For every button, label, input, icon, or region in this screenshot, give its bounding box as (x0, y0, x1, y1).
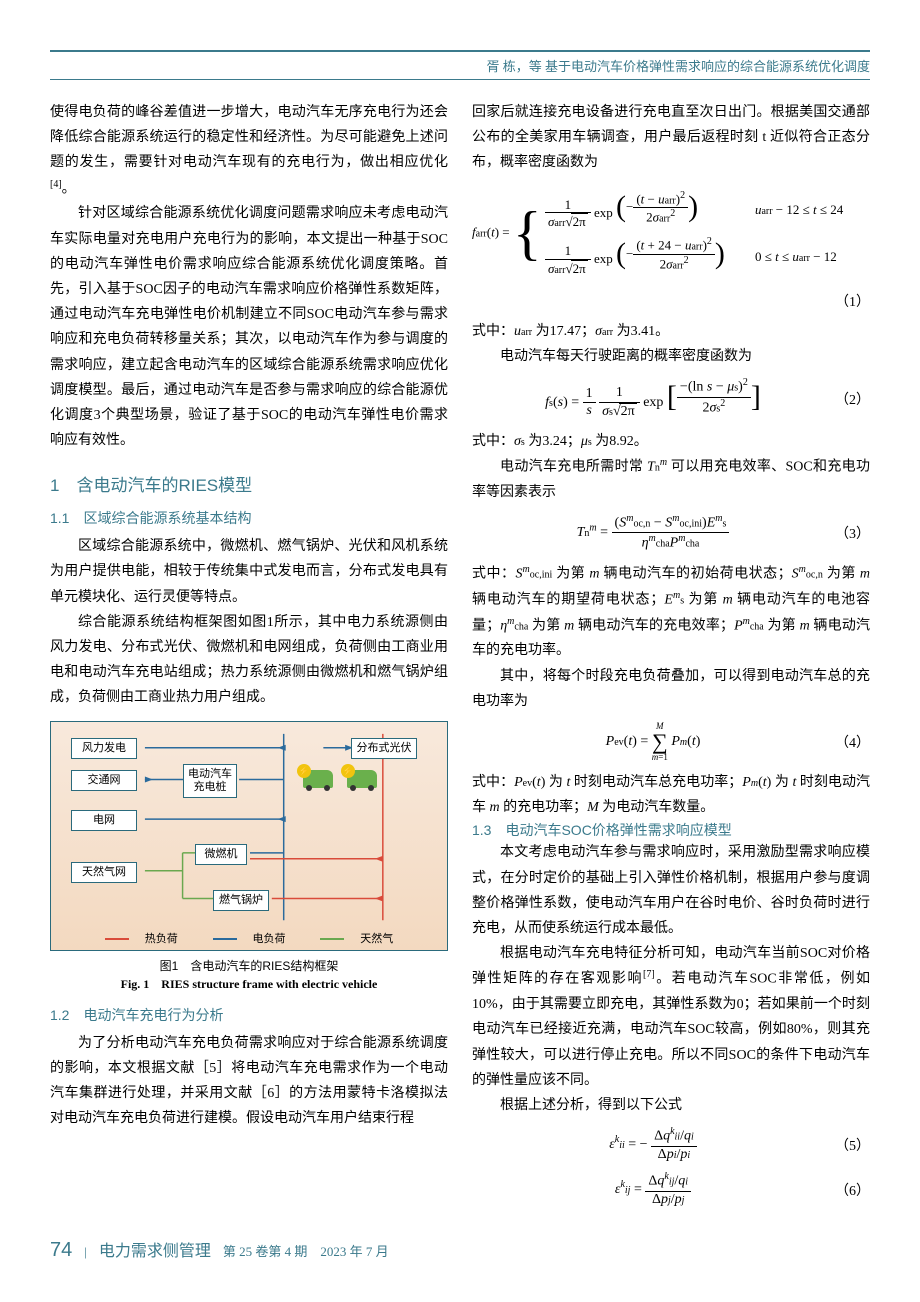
text: 。 (62, 181, 76, 196)
equation-6: εkij = Δqkij/qi Δpj/pj （6） (472, 1171, 870, 1208)
page-header-banner: 胥 栋，等 基于电动汽车价格弹性需求响应的综合能源系统优化调度 (50, 50, 870, 80)
plug-icon: ⚡ (341, 764, 355, 778)
para-r6: 根据电动汽车充电特征分析可知，电动汽车当前SOC对价格弹性矩阵的存在客观影响[7… (472, 941, 870, 1093)
issue-info: 第 25 卷第 4 期 2023 年 7 月 (223, 1241, 389, 1260)
equation-4: Pev(t) = M∑m=1 Pm(t) （4） (472, 722, 870, 762)
eq2-note: 式中：σs 为3.24；μs 为8.92。 (472, 429, 870, 454)
legend-elec: 电负荷 (205, 933, 294, 945)
fig1-caption-cn: 图1 含电动汽车的RIES结构框架 (50, 957, 448, 975)
section-1-1-heading: 1.1 区域综合能源系统基本结构 (50, 508, 448, 528)
para-intro-2: 针对区域综合能源系统优化调度问题需求响应未考虑电动汽车实际电量对充电用户充电行为… (50, 201, 448, 453)
page-footer: 74 | 电力需求侧管理 第 25 卷第 4 期 2023 年 7 月 (50, 1237, 870, 1262)
citation-7: [7] (643, 969, 655, 980)
figure-1: 风力发电 交通网 电网 天然气网 电动汽车 充电桩 微燃机 燃气锅炉 分布式光伏… (50, 721, 448, 993)
node-wind: 风力发电 (71, 738, 137, 759)
footer-sep: | (84, 1244, 87, 1260)
para-1-1-b: 综合能源系统结构框架图如图1所示，其中电力系统源侧由风力发电、分布式光伏、微燃机… (50, 610, 448, 711)
section-1-heading: 1 含电动汽车的RIES模型 (50, 471, 448, 496)
para-intro-1: 使得电负荷的峰谷差值进一步增大，电动汽车无序充电行为还会降低综合能源系统运行的稳… (50, 100, 448, 201)
left-column: 使得电负荷的峰谷差值进一步增大，电动汽车无序充电行为还会降低综合能源系统运行的稳… (50, 100, 448, 1217)
para-r7: 根据上述分析，得到以下公式 (472, 1093, 870, 1118)
node-boiler: 燃气锅炉 (213, 890, 269, 911)
para-1-1-a: 区域综合能源系统中，微燃机、燃气锅炉、光伏和风机系统为用户提供电能，相较于传统集… (50, 534, 448, 610)
equation-2: fs(s) = 1s 1σs2π exp [ −(ln s − μs)22σs2… (472, 377, 870, 421)
node-gas: 天然气网 (71, 862, 137, 883)
para-r5: 本文考虑电动汽车参与需求响应时，采用激励型需求响应模式，在分时定价的基础上引入弹… (472, 840, 870, 941)
text: 使得电负荷的峰谷差值进一步增大，电动汽车无序充电行为还会降低综合能源系统运行的稳… (50, 105, 448, 170)
journal-name: 电力需求侧管理 (99, 1237, 211, 1261)
equation-1-number: （1） (472, 291, 870, 311)
page-number: 74 (50, 1239, 72, 1262)
right-column: 回家后就连接充电设备进行充电直至次日出门。根据美国交通部公布的全美家用车辆调查，… (472, 100, 870, 1217)
node-traffic: 交通网 (71, 770, 137, 791)
eq4-note: 式中：Pev(t) 为 t 时刻电动汽车总充电功率；Pm(t) 为 t 时刻电动… (472, 770, 870, 820)
plug-icon: ⚡ (297, 764, 311, 778)
diagram-legend: 热负荷 电负荷 天然气 (51, 930, 447, 946)
equation-5: εkii = − Δqkii/qi Δpi/pi （5） (472, 1126, 870, 1163)
para-r4: 其中，将每个时段充电负荷叠加，可以得到电动汽车总的充电功率为 (472, 664, 870, 714)
legend-heat: 热负荷 (97, 933, 186, 945)
node-mt: 微燃机 (195, 844, 247, 865)
node-ev: 电动汽车 充电桩 (183, 764, 237, 798)
para-r1: 回家后就连接充电设备进行充电直至次日出门。根据美国交通部公布的全美家用车辆调查，… (472, 100, 870, 176)
section-1-2-heading: 1.2 电动汽车充电行为分析 (50, 1005, 448, 1025)
para-r2: 电动汽车每天行驶距离的概率密度函数为 (472, 344, 870, 369)
legend-gas: 天然气 (312, 933, 401, 945)
ries-diagram: 风力发电 交通网 电网 天然气网 电动汽车 充电桩 微燃机 燃气锅炉 分布式光伏… (50, 721, 448, 951)
para-1-2: 为了分析电动汽车充电负荷需求响应对于综合能源系统调度的影响，本文根据文献［5］将… (50, 1031, 448, 1132)
equation-3: Tnm = (Smoc,n − Smoc,ini)Ems ηmchaPmcha … (472, 513, 870, 553)
eq1-note: 式中：uarr 为17.47；σarr 为3.41。 (472, 319, 870, 344)
node-grid: 电网 (71, 810, 137, 831)
equation-1: farr(t) = { 1σarr2π exp (−(t − uarr)22σa… (472, 184, 870, 283)
para-r3: 电动汽车充电所需时常 Tnm 可以用充电效率、SOC和充电功率等因素表示 (472, 454, 870, 505)
figure-1-caption: 图1 含电动汽车的RIES结构框架 Fig. 1 RIES structure … (50, 957, 448, 993)
section-1-3-heading: 1.3 电动汽车SOC价格弹性需求响应模型 (472, 820, 870, 840)
eq3-note: 式中：Smoc,ini 为第 m 辆电动汽车的初始荷电状态；Smoc,n 为第 … (472, 561, 870, 664)
node-pv: 分布式光伏 (351, 738, 417, 759)
citation-4: [4] (50, 179, 62, 190)
fig1-caption-en: Fig. 1 RIES structure frame with electri… (50, 975, 448, 993)
two-column-layout: 使得电负荷的峰谷差值进一步增大，电动汽车无序充电行为还会降低综合能源系统运行的稳… (50, 100, 870, 1217)
